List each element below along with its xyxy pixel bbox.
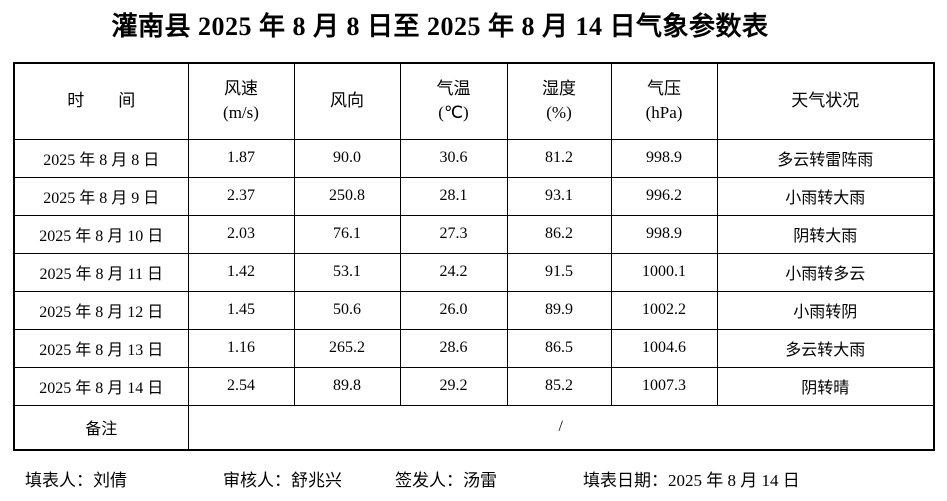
cell-wind-speed: 1.45 [187, 290, 295, 330]
cell-pressure: 998.9 [610, 214, 718, 254]
column-header-humidity-line2: (%) [546, 103, 572, 123]
column-header-wind-dir: 风向 [293, 62, 401, 140]
column-header-temp-line2: (℃) [438, 103, 469, 123]
column-header-temp-line1: 气温 [436, 78, 471, 98]
cell-temp: 28.1 [399, 176, 508, 216]
column-header-weather: 天气状况 [716, 62, 935, 140]
cell-wind-dir: 76.1 [293, 214, 401, 254]
cell-temp: 26.0 [399, 290, 508, 330]
column-header-pressure-line1: 气压 [647, 78, 681, 98]
table-header-row: 时 间 风速 (m/s) 风向 气温 (℃) 湿度 (%) 气压 (hPa) 天气状况 [13, 62, 935, 140]
cell-humidity: 89.9 [506, 290, 612, 330]
cell-date: 2025 年 8 月 9 日 [13, 176, 189, 216]
table-row: 2025 年 8 月 10 日 2.03 76.1 27.3 86.2 998.9 阴转大雨 [13, 214, 935, 254]
weather-table: 时 间 风速 (m/s) 风向 气温 (℃) 湿度 (%) 气压 (hPa) 天气状况 2025 年… [13, 62, 935, 451]
cell-date: 2025 年 8 月 8 日 [13, 138, 189, 178]
cell-wind-speed: 2.37 [187, 176, 295, 216]
column-header-wind-speed-line2: (m/s) [223, 103, 259, 123]
cell-weather: 小雨转多云 [716, 252, 935, 292]
column-header-time-line1: 时 间 [67, 90, 136, 110]
cell-pressure: 996.2 [610, 176, 718, 216]
cell-pressure: 1002.2 [610, 290, 718, 330]
cell-wind-speed: 2.54 [187, 366, 295, 406]
page-title: 灌南县 2025 年 8 月 8 日至 2025 年 8 月 14 日气象参数表 [111, 12, 769, 41]
cell-weather: 小雨转大雨 [716, 176, 935, 216]
cell-date: 2025 年 8 月 13 日 [13, 328, 189, 368]
cell-wind-dir: 53.1 [293, 252, 401, 292]
column-header-wind-speed: 风速 (m/s) [187, 62, 295, 140]
column-header-pressure: 气压 (hPa) [610, 62, 718, 140]
cell-date: 2025 年 8 月 10 日 [13, 214, 189, 254]
cell-wind-speed: 2.03 [187, 214, 295, 254]
column-header-humidity: 湿度 (%) [506, 62, 612, 140]
cell-pressure: 1007.3 [610, 366, 718, 406]
cell-weather: 小雨转阴 [716, 290, 935, 330]
column-header-wind-dir-line1: 风向 [330, 90, 364, 110]
column-header-pressure-line2: (hPa) [645, 103, 683, 123]
signature-footer: 填表人：刘倩 审核人：舒兆兴 签发人：汤雷 填表日期：2025 年 8 月 14… [0, 466, 947, 494]
issued-by-label: 签发人：汤雷 [395, 471, 497, 490]
column-header-weather-line1: 天气状况 [791, 90, 860, 110]
cell-wind-dir: 89.8 [293, 366, 401, 406]
table-row: 2025 年 8 月 9 日 2.37 250.8 28.1 93.1 996.2 小雨转大… [13, 176, 935, 216]
cell-wind-dir: 90.0 [293, 138, 401, 178]
cell-pressure: 998.9 [610, 138, 718, 178]
filled-by-label: 填表人：刘倩 [25, 471, 127, 490]
table-row: 2025 年 8 月 8 日 1.87 90.0 30.6 81.2 998.9 多云转雷阵… [13, 138, 935, 178]
cell-temp: 27.3 [399, 214, 508, 254]
cell-weather: 多云转大雨 [716, 328, 935, 368]
remark-row: 备注 / [13, 404, 935, 451]
cell-weather: 阴转大雨 [716, 214, 935, 254]
cell-date: 2025 年 8 月 11 日 [13, 252, 189, 292]
cell-wind-speed: 1.42 [187, 252, 295, 292]
remark-value: / [187, 404, 935, 451]
column-header-temp: 气温 (℃) [399, 62, 508, 140]
column-header-humidity-line1: 湿度 [542, 78, 576, 98]
cell-humidity: 85.2 [506, 366, 612, 406]
cell-wind-speed: 1.16 [187, 328, 295, 368]
cell-humidity: 81.2 [506, 138, 612, 178]
cell-wind-dir: 50.6 [293, 290, 401, 330]
cell-weather: 多云转雷阵雨 [716, 138, 935, 178]
table-row: 2025 年 8 月 11 日 1.42 53.1 24.2 91.5 1000.1 小雨转… [13, 252, 935, 292]
cell-weather: 阴转晴 [716, 366, 935, 406]
table-row: 2025 年 8 月 12 日 1.45 50.6 26.0 89.9 1002.2 小雨转… [13, 290, 935, 330]
cell-temp: 30.6 [399, 138, 508, 178]
cell-wind-speed: 1.87 [187, 138, 295, 178]
cell-date: 2025 年 8 月 12 日 [13, 290, 189, 330]
column-header-wind-speed-line1: 风速 [224, 78, 258, 98]
fill-date-label: 填表日期：2025 年 8 月 14 日 [583, 471, 800, 490]
remark-label: 备注 [13, 404, 189, 451]
cell-humidity: 93.1 [506, 176, 612, 216]
table-row: 2025 年 8 月 14 日 2.54 89.8 29.2 85.2 1007.3 阴转晴 [13, 366, 935, 406]
cell-temp: 24.2 [399, 252, 508, 292]
cell-pressure: 1000.1 [610, 252, 718, 292]
cell-wind-dir: 250.8 [293, 176, 401, 216]
reviewed-by-label: 审核人：舒兆兴 [223, 471, 342, 490]
table-row: 2025 年 8 月 13 日 1.16 265.2 28.6 86.5 1004.6 多云… [13, 328, 935, 368]
cell-humidity: 86.2 [506, 214, 612, 254]
cell-humidity: 91.5 [506, 252, 612, 292]
cell-wind-dir: 265.2 [293, 328, 401, 368]
cell-pressure: 1004.6 [610, 328, 718, 368]
column-header-time: 时 间 [13, 62, 189, 140]
cell-temp: 29.2 [399, 366, 508, 406]
cell-humidity: 86.5 [506, 328, 612, 368]
cell-date: 2025 年 8 月 14 日 [13, 366, 189, 406]
cell-temp: 28.6 [399, 328, 508, 368]
